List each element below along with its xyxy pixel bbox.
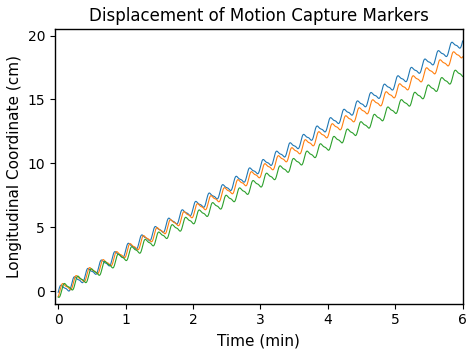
Y-axis label: Longitudinal Coordinate (cm): Longitudinal Coordinate (cm): [7, 55, 22, 278]
Title: Displacement of Motion Capture Markers: Displacement of Motion Capture Markers: [89, 7, 428, 25]
X-axis label: Time (min): Time (min): [217, 333, 300, 348]
